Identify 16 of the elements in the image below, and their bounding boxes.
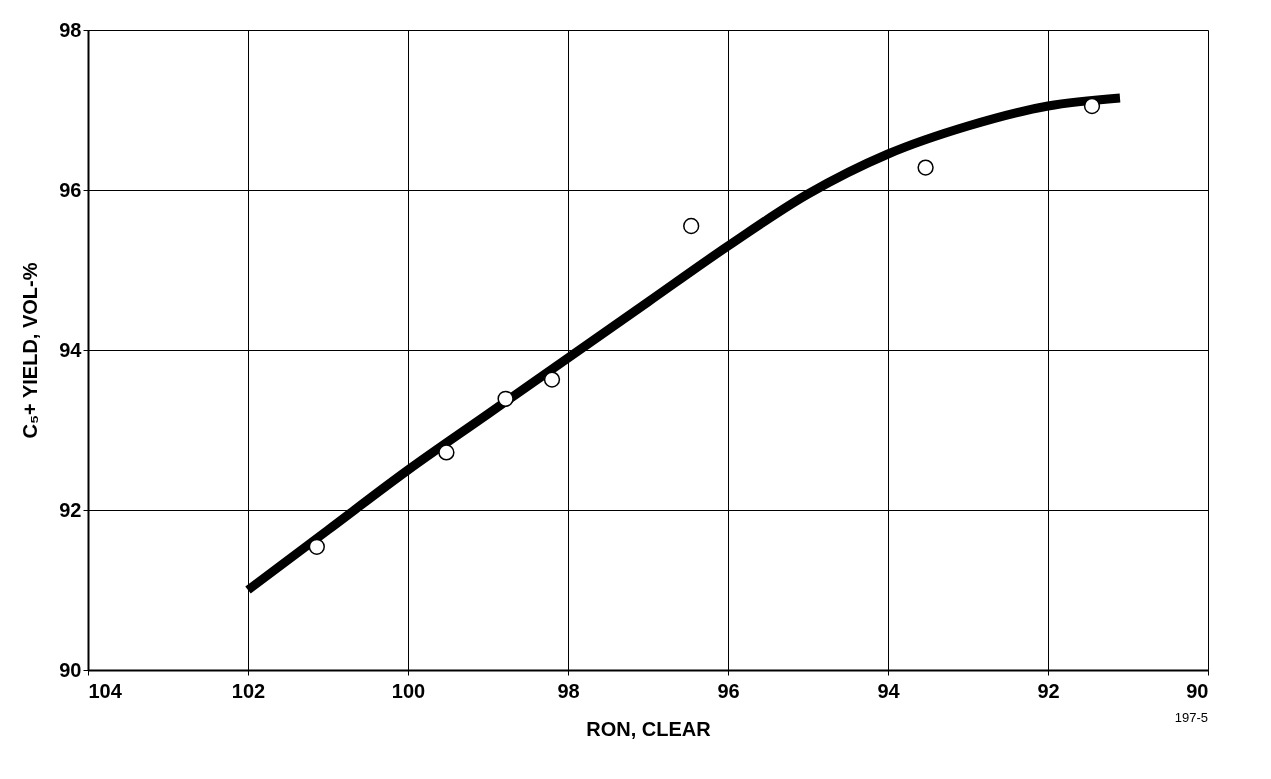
y-axis-title: C₅+ YIELD, VOL-%	[19, 262, 42, 439]
x-tick-label: 98	[557, 679, 580, 702]
y-tick-label: 98	[59, 18, 82, 41]
y-tick-label: 96	[59, 178, 82, 201]
y-tick-label: 90	[59, 658, 82, 681]
x-tick-label: 94	[877, 679, 901, 702]
text: 197-5	[1174, 710, 1208, 725]
y-tick-label: 94	[59, 338, 83, 361]
x-tick-label: 104	[88, 679, 123, 702]
x-tick-label: 100	[391, 679, 426, 702]
x-tick-label: 96	[717, 679, 740, 702]
x-tick-label: 92	[1037, 679, 1060, 702]
x-tick-label: 90	[1186, 679, 1209, 702]
y-tick-label: 92	[59, 498, 82, 521]
x-axis-title: RON, CLEAR	[586, 717, 712, 740]
x-tick-label: 102	[231, 679, 266, 702]
